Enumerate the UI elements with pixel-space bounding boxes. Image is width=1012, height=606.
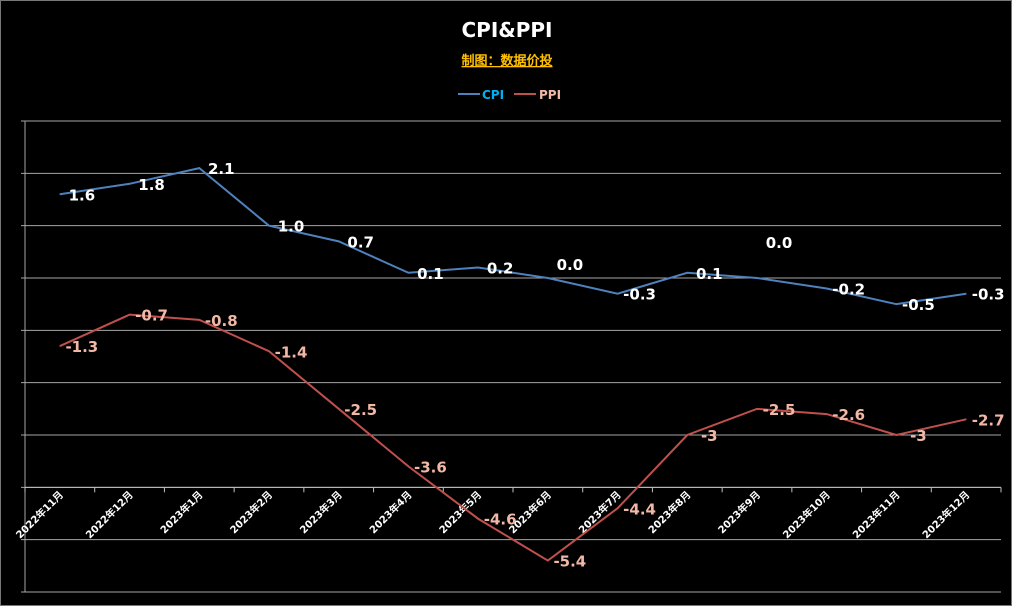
cpi-point (617, 293, 619, 295)
cpi-data-label: 1.8 (138, 176, 165, 194)
ppi-point (826, 413, 828, 415)
ppi-line (59, 313, 967, 562)
legend-cpi-label: CPI (482, 88, 504, 102)
cpi-data-label: 0.7 (347, 233, 374, 251)
x-tick-label: 2023年2月 (227, 488, 275, 536)
cpi-data-label: 0.0 (557, 256, 584, 274)
x-tick-label: 2023年1月 (157, 488, 205, 536)
cpi-data-label: 1.6 (69, 186, 96, 204)
ppi-point (198, 319, 200, 321)
ppi-point (59, 345, 61, 347)
ppi-point (477, 518, 479, 520)
x-tick-label: 2023年11月 (850, 488, 903, 541)
ppi-point (686, 434, 688, 436)
ppi-point (965, 418, 967, 420)
ppi-point (617, 507, 619, 509)
cpi-data-label: -0.5 (902, 296, 935, 314)
ppi-point (268, 350, 270, 352)
cpi-point (686, 272, 688, 274)
ppi-data-label: -3 (701, 427, 718, 445)
x-tick-label: 2023年10月 (780, 488, 833, 541)
ppi-data-label: -1.3 (65, 338, 98, 356)
ppi-data-label: -0.7 (135, 307, 168, 325)
cpi-data-label: 1.0 (278, 218, 305, 236)
cpi-point (756, 277, 758, 279)
ppi-data-label: -2.7 (972, 411, 1005, 429)
cpi-point (965, 293, 967, 295)
ppi-point (338, 408, 340, 410)
ppi-data-label: -4.4 (623, 500, 656, 518)
ppi-data-label: -0.8 (205, 312, 238, 330)
cpi-point (407, 272, 409, 274)
ppi-point (895, 434, 897, 436)
x-tick-label: 2023年12月 (919, 488, 972, 541)
cpi-point (826, 287, 828, 289)
ppi-data-label: -3.6 (414, 458, 447, 476)
cpi-point (477, 267, 479, 269)
x-tick-label: 2023年5月 (436, 488, 484, 536)
ppi-point (756, 408, 758, 410)
ppi-data-label: -1.4 (275, 343, 308, 361)
x-tick-label: 2022年11月 (13, 488, 66, 541)
ppi-data-label: -2.5 (344, 401, 377, 419)
x-tick-label: 2023年4月 (367, 488, 415, 536)
ppi-data-label: -4.6 (484, 511, 517, 529)
ppi-point (547, 560, 549, 562)
ppi-data-label: -5.4 (553, 553, 586, 571)
chart-subtitle: 制图：数据价投 (461, 53, 552, 69)
cpi-point (268, 225, 270, 227)
cpi-line (59, 167, 967, 306)
chart-title: CPI&PPI (462, 18, 553, 42)
cpi-data-label: -0.3 (972, 286, 1005, 304)
cpi-point (198, 167, 200, 169)
ppi-point (407, 465, 409, 467)
ppi-data-label: -3 (910, 427, 927, 445)
ppi-data-label: -2.5 (763, 401, 796, 419)
cpi-data-label: 0.0 (766, 234, 793, 252)
cpi-point (59, 193, 61, 195)
cpi-data-label: -0.3 (623, 286, 656, 304)
x-tick-label: 2023年3月 (297, 488, 345, 536)
legend-ppi-label: PPI (539, 88, 561, 102)
cpi-point (547, 277, 549, 279)
ppi-data-label: -2.6 (832, 406, 865, 424)
cpi-data-label: -0.2 (832, 280, 865, 298)
x-tick-label: 2022年12月 (83, 488, 136, 541)
ppi-point (129, 314, 131, 316)
cpi-data-label: 2.1 (208, 160, 235, 178)
cpi-point (129, 183, 131, 185)
legend: CPI PPI (458, 88, 561, 102)
x-tick-label: 2023年7月 (576, 488, 624, 536)
cpi-point (338, 240, 340, 242)
cpi-data-label: 0.1 (696, 265, 723, 283)
x-tick-label: 2023年9月 (715, 488, 763, 536)
cpi-data-label: 0.2 (487, 260, 514, 278)
cpi-point (895, 303, 897, 305)
cpi-data-label: 0.1 (417, 265, 444, 283)
